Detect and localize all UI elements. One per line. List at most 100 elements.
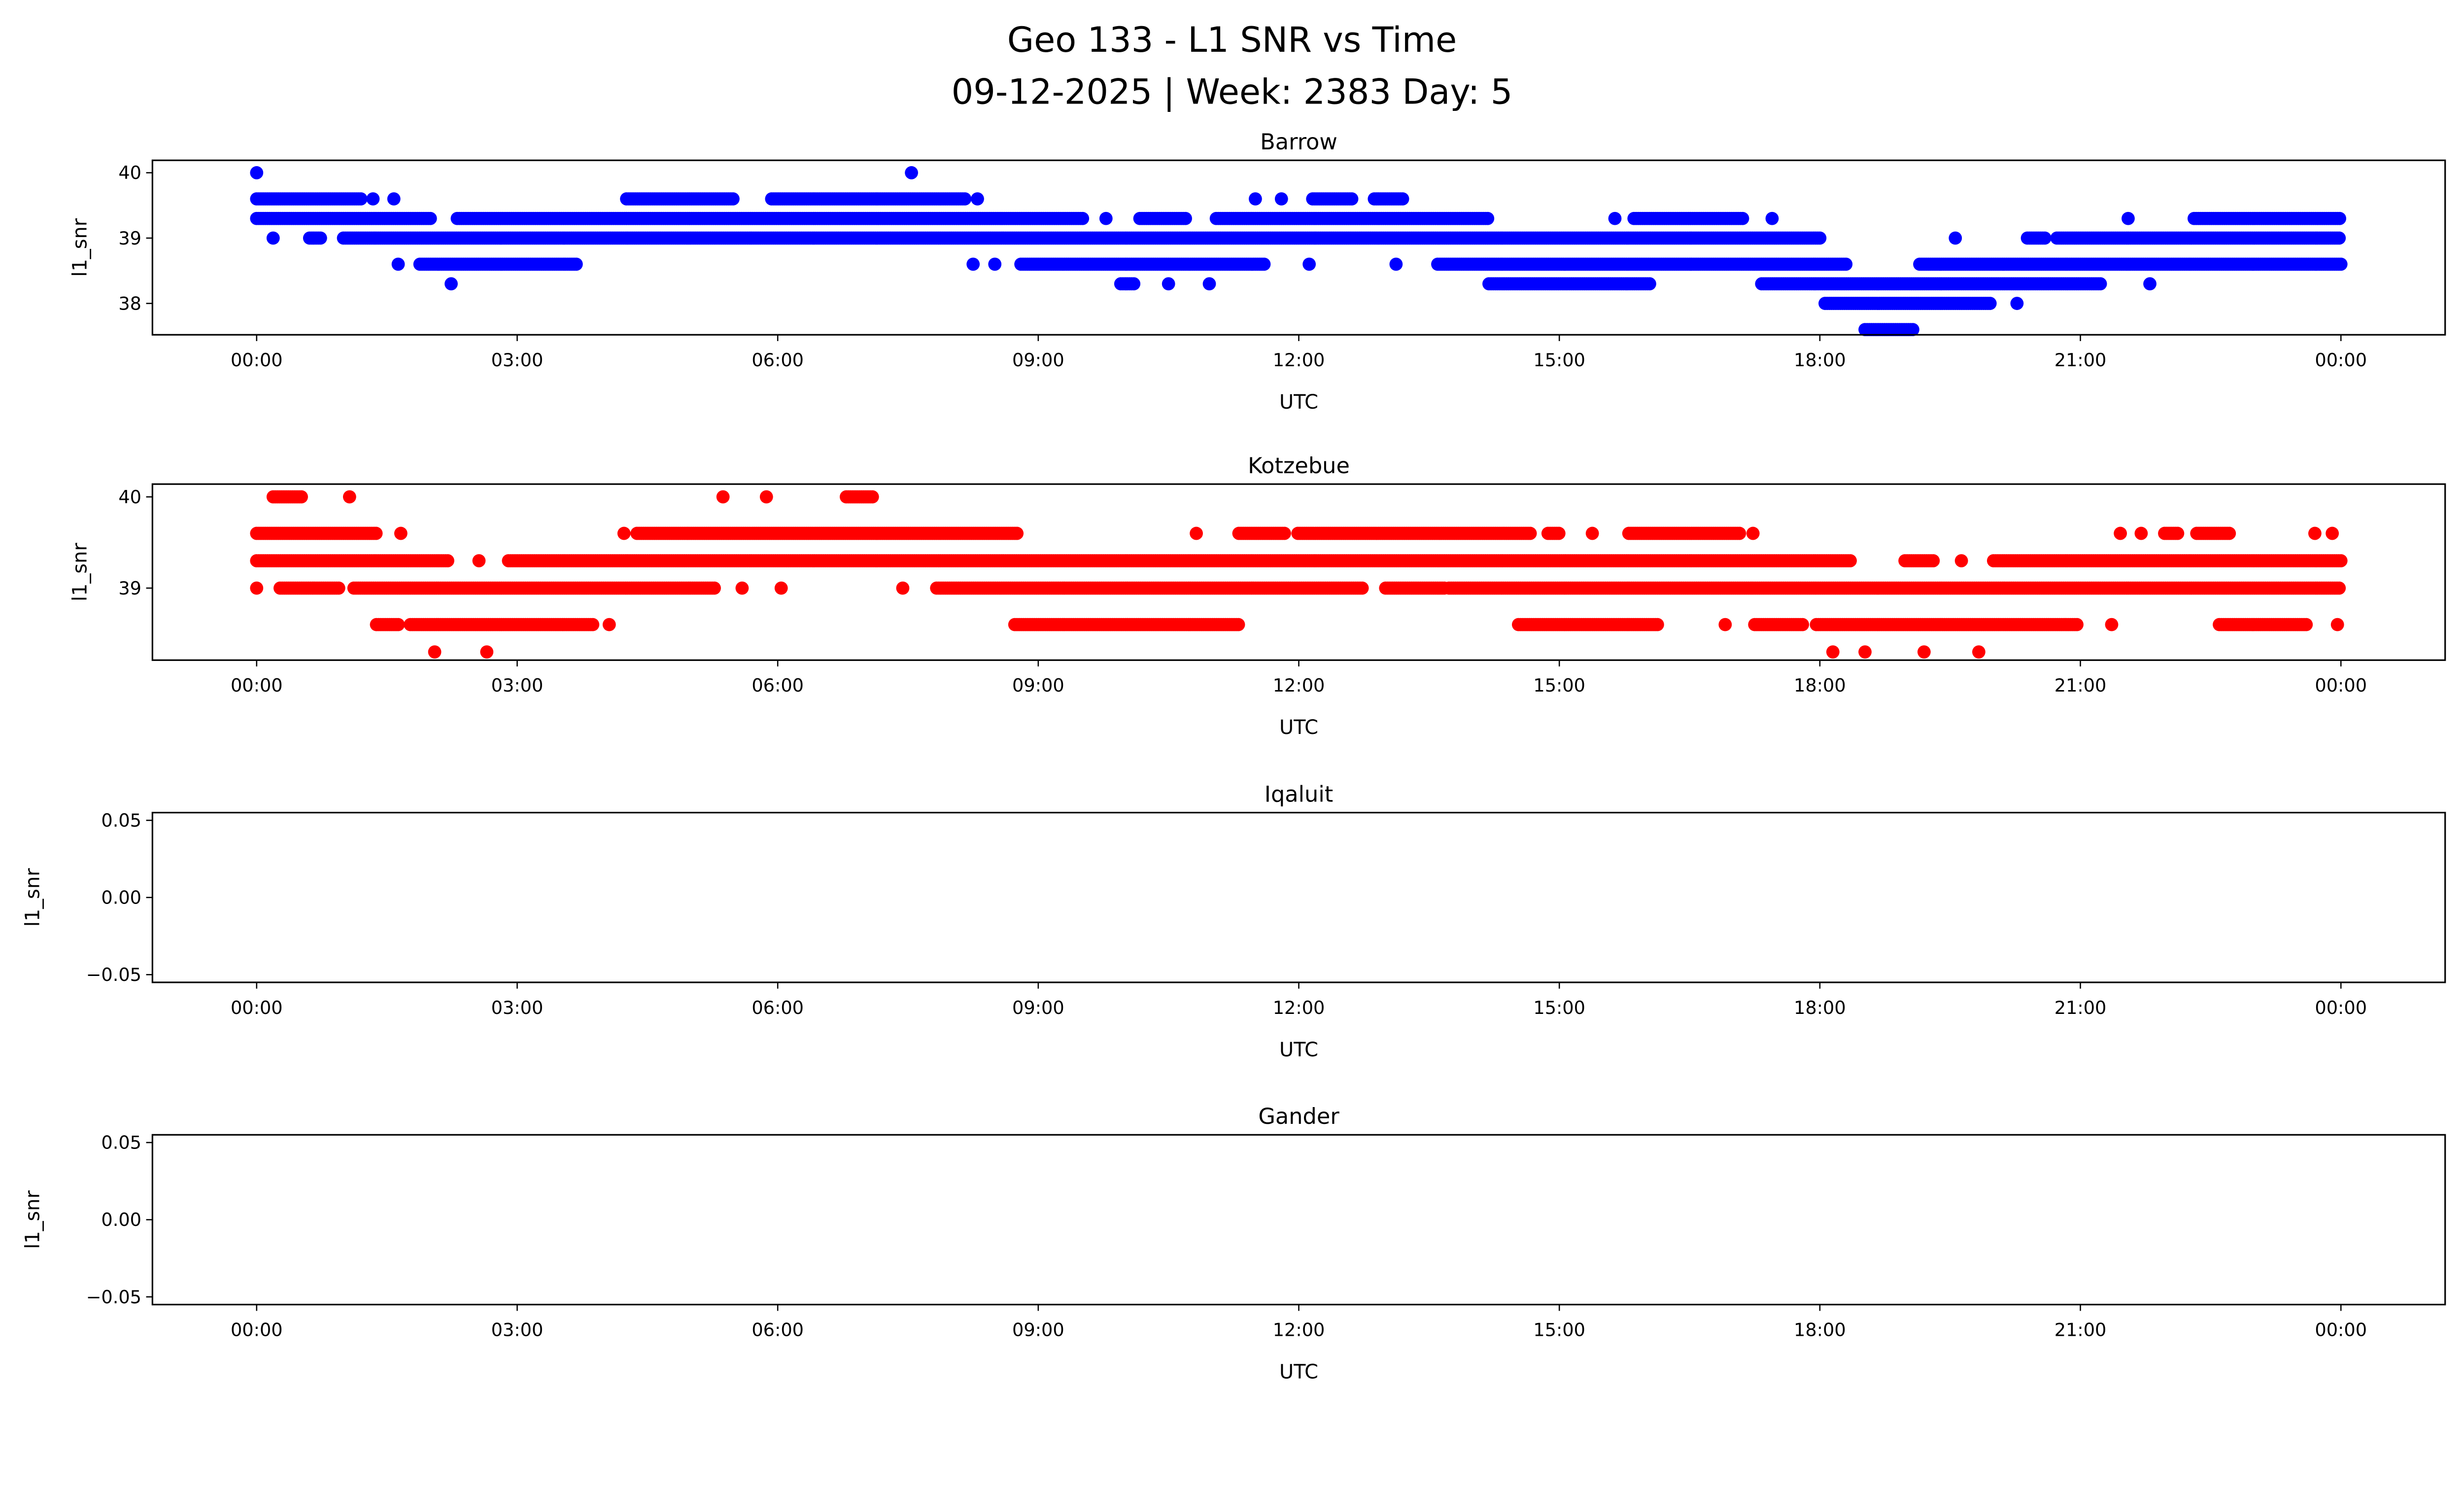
data-point [1389,257,1403,271]
data-point [586,618,600,631]
data-point [1733,526,1746,540]
data-point [2334,257,2348,271]
data-point [602,618,616,631]
data-points [250,490,2348,659]
data-point [1257,257,1271,271]
data-point [1736,211,1749,225]
data-point [1765,211,1779,225]
data-point [774,581,788,595]
data-point [2010,297,2024,310]
x-tick-label: 15:00 [1533,349,1585,371]
data-point [726,192,740,206]
data-point [441,554,454,567]
data-point [1162,277,1175,291]
data-point [1274,192,1288,206]
data-point [2308,526,2322,540]
data-point [708,581,721,595]
data-point [1179,211,1192,225]
axes-frame [151,159,2446,336]
data-point [1585,526,1599,540]
panel-title: Kotzebue [1248,453,1350,479]
data-point [1926,554,1940,567]
data-point [1099,211,1113,225]
data-point [2326,526,2339,540]
data-point [1302,257,1316,271]
data-point [2334,554,2348,567]
data-point [569,257,583,271]
data-point [1839,257,1853,271]
data-point [1010,526,1024,540]
data-point [1345,192,1359,206]
data-point [2038,231,2052,245]
panel-title: Barrow [1260,129,1337,155]
data-point [1396,192,1409,206]
data-point [2143,277,2156,291]
data-point [1076,211,1090,225]
data-point [1746,526,1760,540]
y-tick-label: 39 [118,228,141,249]
data-point [1906,323,1919,336]
data-point [2114,526,2127,540]
data-point [617,526,631,540]
data-point [394,526,408,540]
data-point [1552,526,1566,540]
x-tick-label: 00:00 [231,349,283,371]
x-axis-label: UTC [1279,391,1318,414]
data-point [1127,277,1141,291]
data-point [472,554,486,567]
y-axis-label: l1_snr [68,218,91,277]
data-point [1983,297,1997,310]
x-tick-label: 09:00 [1012,349,1064,371]
data-point [2223,526,2236,540]
data-point [1643,277,1656,291]
x-tick-label: 12:00 [1273,349,1325,371]
chart-title-line2: 09-12-2025 | Week: 2383 Day: 5 [952,71,1513,112]
data-point [905,166,918,179]
data-point [2332,581,2346,595]
data-point [2332,231,2346,245]
data-point [2171,526,2185,540]
data-point [1481,211,1495,225]
data-point [342,490,356,504]
data-point [445,277,458,291]
data-point [1190,526,1203,540]
x-tick-label: 18:00 [1794,349,1846,371]
data-point [1813,231,1827,245]
data-point [896,581,910,595]
y-tick-label: 40 [118,162,141,183]
data-point [295,490,308,504]
data-point [759,490,773,504]
data-point [354,192,368,206]
data-point [391,618,405,631]
data-point [266,231,280,245]
data-point [971,192,984,206]
data-point [313,231,327,245]
data-point [250,581,264,595]
data-point [250,166,264,179]
chart-title-line1: Geo 133 - L1 SNR vs Time [1007,20,1457,60]
data-points [250,166,2348,336]
x-tick-label: 00:00 [2315,349,2367,371]
data-point [2333,211,2346,225]
y-tick-label: 38 [118,293,141,314]
data-point [988,257,1002,271]
data-point [1954,554,1968,567]
data-point [1608,211,1622,225]
x-tick-label: 03:00 [491,349,544,371]
data-point [1844,554,1857,567]
data-point [391,257,405,271]
data-point [1249,192,1262,206]
data-point [716,490,730,504]
data-point [366,192,380,206]
data-point [2093,277,2107,291]
figure: Geo 133 - L1 SNR vs Time 09-12-2025 | We… [21,20,2446,1384]
data-point [865,490,879,504]
data-point [1355,581,1369,595]
data-point [966,257,980,271]
data-point [1202,277,1216,291]
data-point [2134,526,2148,540]
data-point [2122,211,2135,225]
